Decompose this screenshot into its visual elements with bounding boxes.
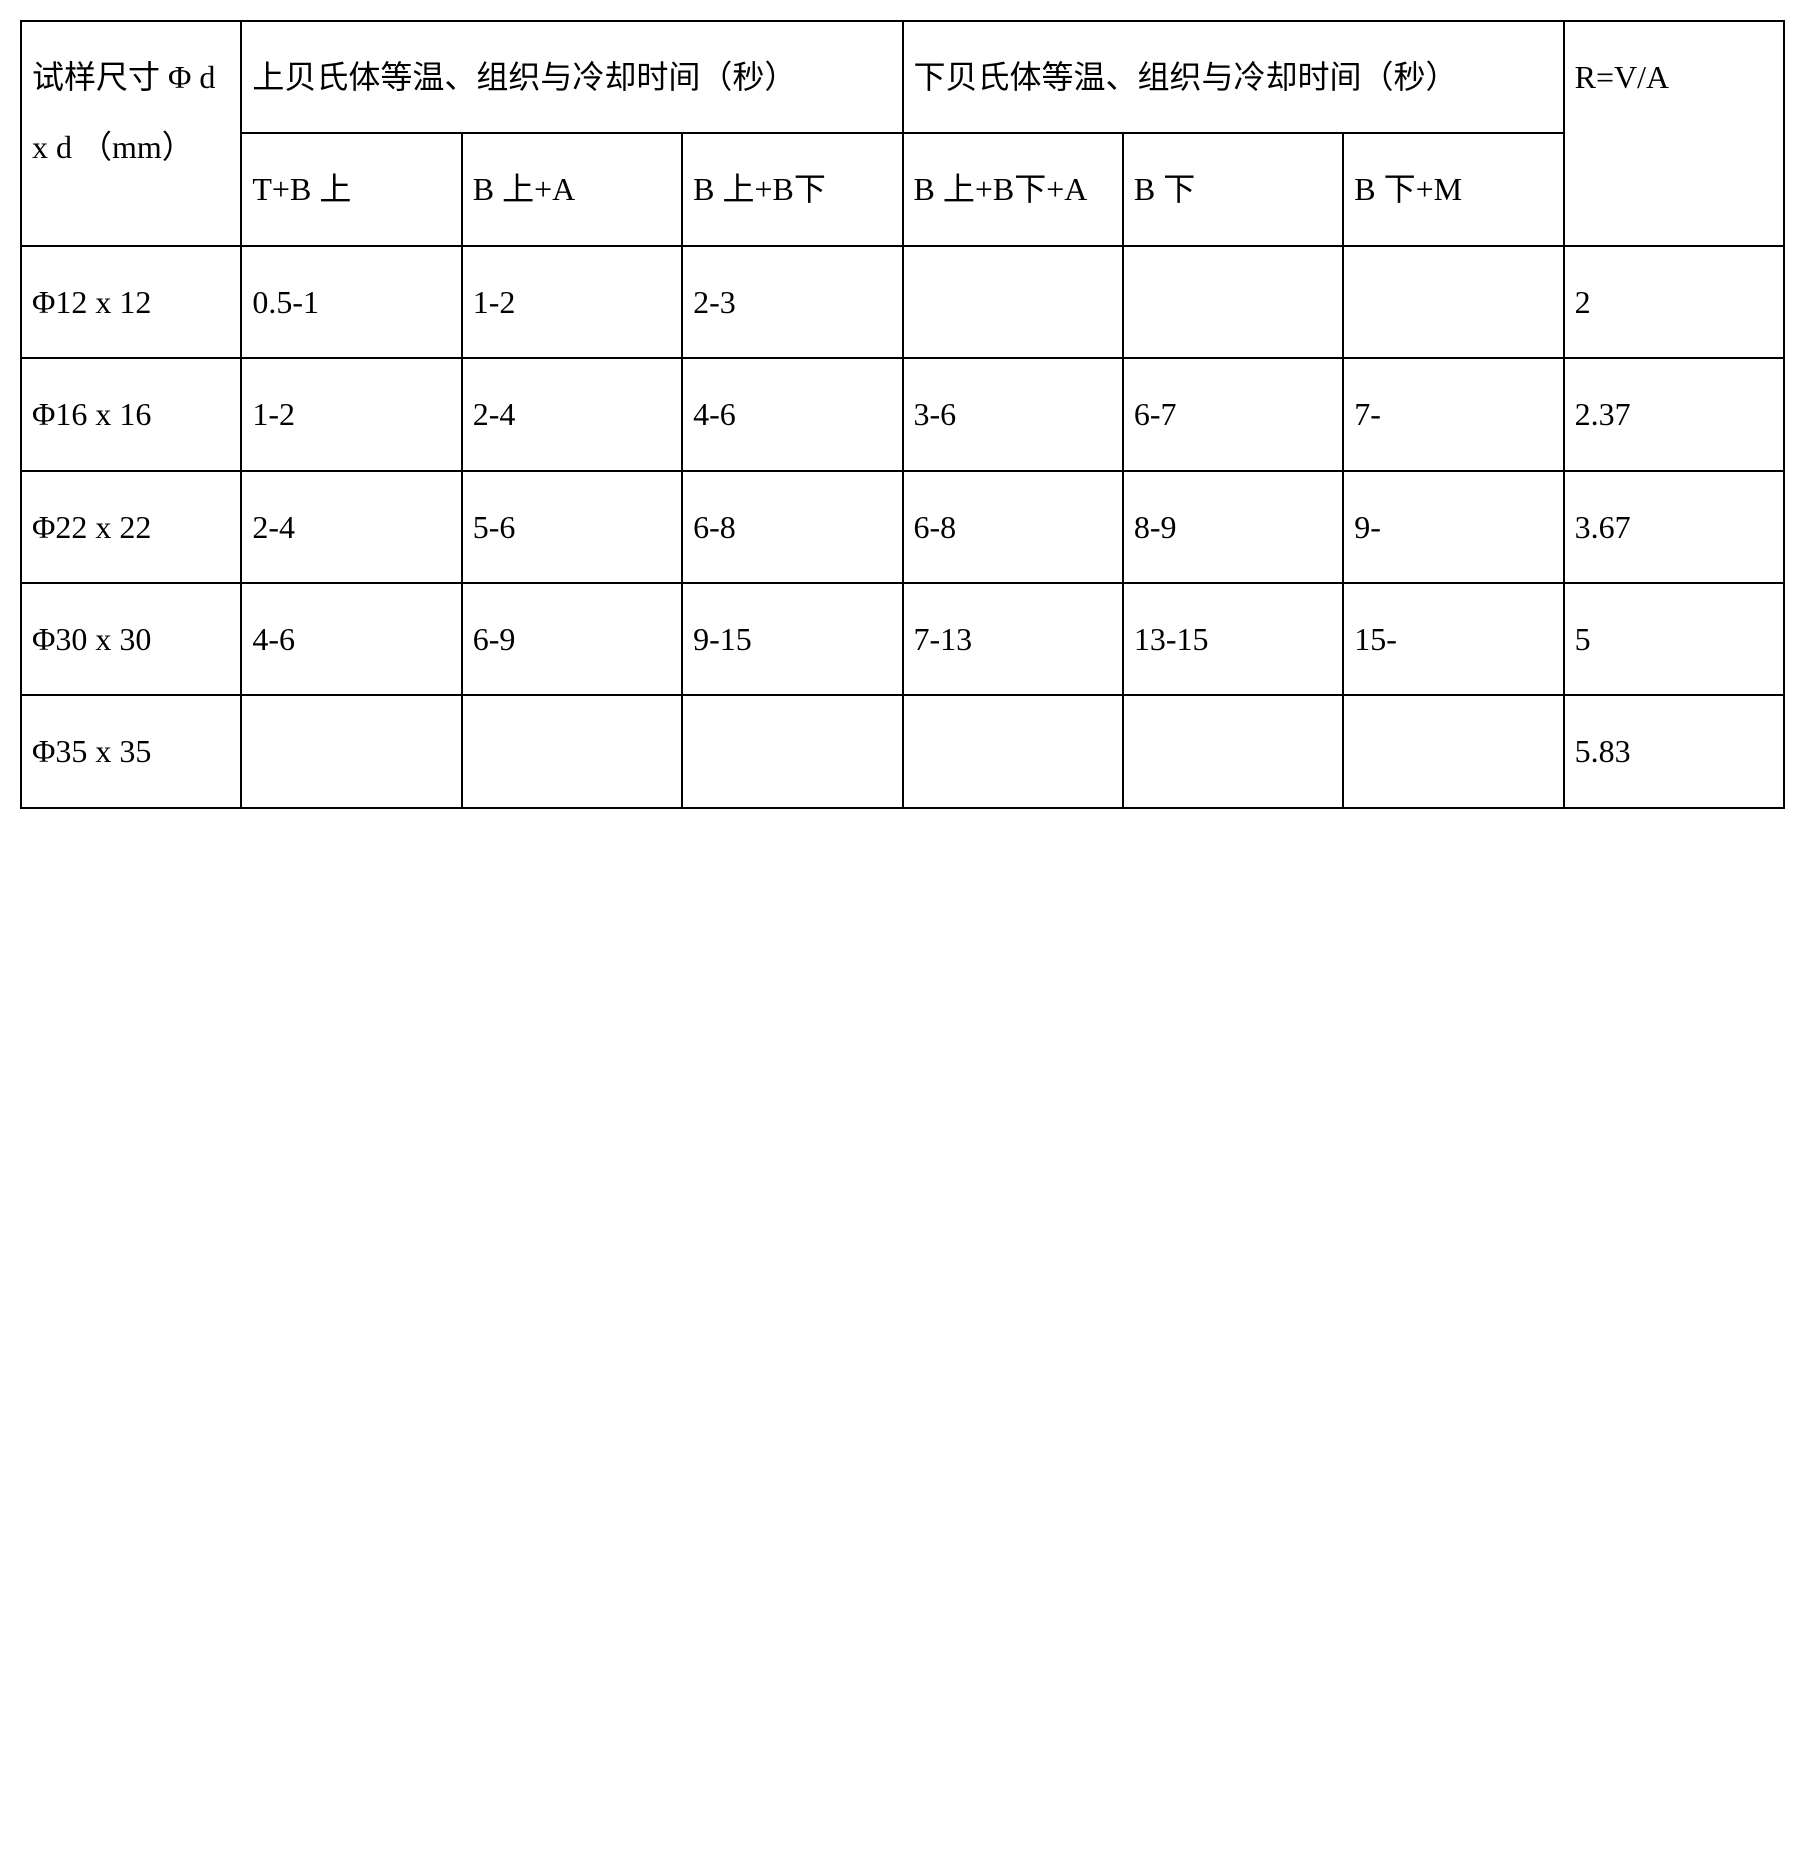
cell-c1: 2-4 [241,471,461,583]
header-c3: B 上+B下 [682,133,902,245]
cell-c3: 4-6 [682,358,902,470]
cell-c4 [903,695,1123,807]
table-row: Φ12 x 12 0.5-1 1-2 2-3 2 [21,246,1784,358]
table-row: Φ30 x 30 4-6 6-9 9-15 7-13 13-15 15- 5 [21,583,1784,695]
cell-c6 [1343,246,1563,358]
cell-size: Φ22 x 22 [21,471,241,583]
cell-c6 [1343,695,1563,807]
cell-c5: 6-7 [1123,358,1343,470]
cell-c5 [1123,695,1343,807]
cell-c3: 6-8 [682,471,902,583]
cell-c2: 1-2 [462,246,682,358]
cell-c3 [682,695,902,807]
header-r: R=V/A [1564,21,1784,246]
cell-r: 2 [1564,246,1784,358]
table-row: Φ16 x 16 1-2 2-4 4-6 3-6 6-7 7- 2.37 [21,358,1784,470]
cell-c4 [903,246,1123,358]
cell-size: Φ35 x 35 [21,695,241,807]
bainite-table: 试样尺寸 Φ d x d （mm） 上贝氏体等温、组织与冷却时间（秒） 下贝氏体… [20,20,1785,809]
header-c6: B 下+M [1343,133,1563,245]
cell-r: 5 [1564,583,1784,695]
header-size: 试样尺寸 Φ d x d （mm） [21,21,241,246]
cell-c3: 9-15 [682,583,902,695]
cell-c4: 3-6 [903,358,1123,470]
cell-c2 [462,695,682,807]
header-c1: T+B 上 [241,133,461,245]
cell-c2: 5-6 [462,471,682,583]
cell-c2: 2-4 [462,358,682,470]
table-row: Φ22 x 22 2-4 5-6 6-8 6-8 8-9 9- 3.67 [21,471,1784,583]
header-lower-group: 下贝氏体等温、组织与冷却时间（秒） [903,21,1564,133]
cell-c4: 6-8 [903,471,1123,583]
header-c5: B 下 [1123,133,1343,245]
cell-c5: 8-9 [1123,471,1343,583]
cell-c4: 7-13 [903,583,1123,695]
header-c2: B 上+A [462,133,682,245]
cell-c1 [241,695,461,807]
cell-c1: 0.5-1 [241,246,461,358]
cell-c6: 7- [1343,358,1563,470]
cell-c5: 13-15 [1123,583,1343,695]
header-c4: B 上+B下+A [903,133,1123,245]
cell-c5 [1123,246,1343,358]
table-row: Φ35 x 35 5.83 [21,695,1784,807]
header-row-2: T+B 上 B 上+A B 上+B下 B 上+B下+A B 下 B 下+M [21,133,1784,245]
cell-c1: 1-2 [241,358,461,470]
cell-r: 5.83 [1564,695,1784,807]
cell-r: 2.37 [1564,358,1784,470]
cell-r: 3.67 [1564,471,1784,583]
cell-size: Φ30 x 30 [21,583,241,695]
cell-c6: 15- [1343,583,1563,695]
cell-c2: 6-9 [462,583,682,695]
cell-size: Φ12 x 12 [21,246,241,358]
cell-size: Φ16 x 16 [21,358,241,470]
header-upper-group: 上贝氏体等温、组织与冷却时间（秒） [241,21,902,133]
header-row-1: 试样尺寸 Φ d x d （mm） 上贝氏体等温、组织与冷却时间（秒） 下贝氏体… [21,21,1784,133]
cell-c3: 2-3 [682,246,902,358]
cell-c6: 9- [1343,471,1563,583]
cell-c1: 4-6 [241,583,461,695]
